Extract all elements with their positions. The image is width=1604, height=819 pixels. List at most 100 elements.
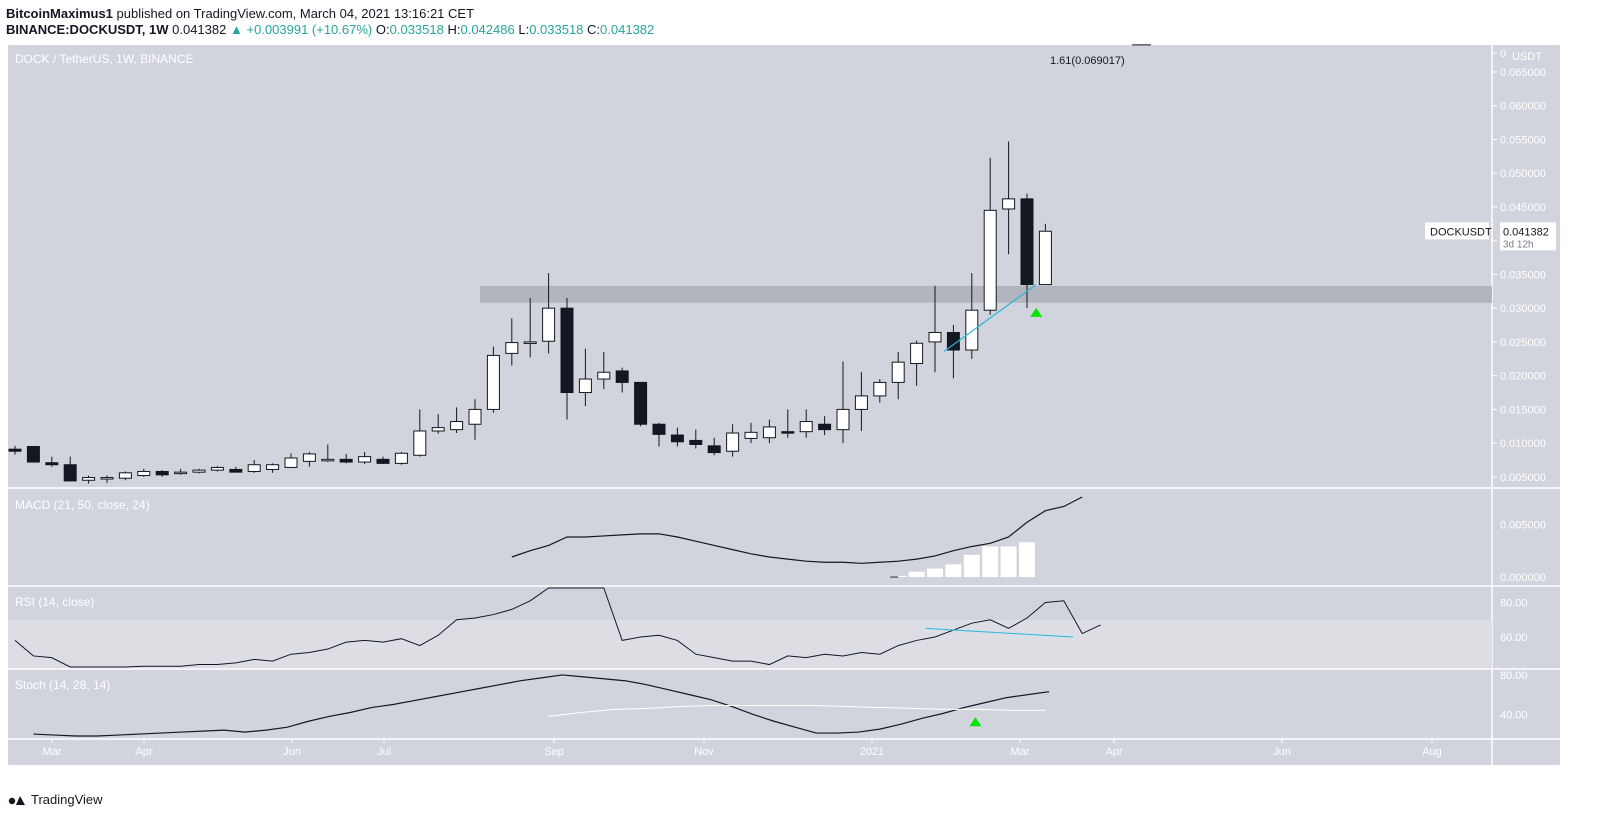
- candle: [247, 460, 261, 473]
- bull-candle-body: [266, 464, 280, 470]
- stoch-axis-label: 40.00: [1500, 709, 1528, 721]
- bear-candle-body: [1020, 198, 1034, 286]
- macd-axis-label: 0.000000: [1500, 572, 1546, 584]
- candle: [450, 407, 464, 434]
- bull-candle-body: [413, 430, 427, 456]
- bull-candle-body: [983, 209, 997, 311]
- candle: [762, 419, 776, 444]
- tradingview-brand[interactable]: TradingView: [31, 792, 103, 807]
- author-name[interactable]: BitcoinMaximus1: [6, 6, 113, 21]
- high-label: H:: [447, 22, 461, 37]
- candle: [1002, 141, 1016, 255]
- bear-candle-body: [818, 423, 832, 431]
- macd-histogram-bar: [945, 564, 962, 577]
- time-axis-label: Mar: [43, 746, 62, 758]
- candle: [578, 348, 592, 407]
- chart-canvas[interactable]: 1.61(0.069017) DOCK / TetherUS, 1W, BINAN…: [0, 42, 1604, 768]
- bull-candle-body: [321, 458, 335, 462]
- last-price-symbol: DOCKUSDT: [1430, 226, 1492, 238]
- bull-candle-body: [578, 378, 592, 394]
- bull-candle-body: [965, 309, 979, 351]
- price-axis-label: 0.015000: [1500, 404, 1546, 416]
- candle: [210, 466, 224, 472]
- time-axis-label: 2021: [860, 746, 884, 758]
- chart-title: DOCK / TetherUS, 1W, BINANCE: [15, 52, 194, 66]
- bull-candle-body: [431, 427, 445, 432]
- price-axis-label: 0.060000: [1500, 101, 1546, 113]
- price-axis-label: 0: [1500, 48, 1506, 60]
- bear-candle-body: [781, 431, 795, 434]
- fib-level-label: 1.61(0.069017): [1050, 55, 1125, 67]
- macd-line: [511, 496, 1083, 564]
- time-axis-label: Jun: [283, 746, 301, 758]
- bull-candle-body: [910, 342, 924, 365]
- candle: [468, 399, 482, 440]
- candle: [542, 273, 556, 354]
- candle: [137, 468, 151, 477]
- candle: [486, 346, 500, 413]
- candle: [376, 456, 390, 465]
- candle: [339, 453, 353, 464]
- symbol-label: BINANCE:DOCKUSDT, 1W: [6, 22, 169, 37]
- bull-candle-body: [82, 477, 96, 481]
- rsi-divergence-line: [925, 627, 1074, 638]
- bull-candle-body: [247, 464, 261, 472]
- candle: [413, 409, 427, 457]
- bull-candle-body: [726, 432, 740, 452]
- bear-candle-body: [376, 458, 390, 464]
- candle: [836, 361, 850, 444]
- bull-candle-body: [302, 453, 316, 462]
- candle: [26, 446, 40, 463]
- price-axis-label: 0.020000: [1500, 371, 1546, 383]
- close-label: C:: [587, 22, 601, 37]
- bull-candle-body: [486, 354, 500, 410]
- candle: [431, 414, 445, 434]
- last-price-symbol-box: [1425, 222, 1489, 240]
- candle: [284, 453, 298, 469]
- macd-label: MACD (21, 50, close, 24): [15, 498, 150, 512]
- stoch-axis-label: 80.00: [1500, 670, 1528, 682]
- candle: [928, 285, 942, 373]
- rsi-axis-label: 80.00: [1500, 598, 1528, 610]
- macd-histogram-bar: [963, 554, 980, 577]
- macd-histogram-bar: [927, 568, 943, 577]
- candle: [394, 451, 408, 465]
- candle: [523, 298, 537, 358]
- candle: [854, 372, 868, 431]
- price-axis-label: 0.065000: [1500, 67, 1546, 79]
- bar-countdown: 3d 12h: [1503, 239, 1534, 250]
- candle: [744, 422, 758, 444]
- macd-histogram-bar: [1000, 546, 1017, 577]
- bull-candle-body: [542, 307, 556, 342]
- last-price-value: 0.041382: [1503, 226, 1549, 238]
- bull-candle-body: [174, 471, 188, 475]
- macd-histogram-bar: [908, 571, 925, 577]
- candle: [358, 451, 372, 465]
- bull-candle-body: [891, 361, 905, 383]
- price-axis-label: 0.030000: [1500, 303, 1546, 315]
- stoch-d-line: [548, 704, 1046, 717]
- bear-candle-body: [560, 307, 574, 394]
- price-axis-label: 0.005000: [1500, 472, 1546, 484]
- bull-candle-body: [799, 421, 813, 433]
- bull-candle-body: [744, 431, 758, 439]
- bull-candle-body: [1038, 230, 1052, 286]
- bull-candle-body: [284, 457, 298, 468]
- price-axis-unit: USDT: [1512, 51, 1542, 63]
- bear-candle-body: [63, 464, 77, 482]
- bull-candle-body: [505, 342, 519, 354]
- candle: [946, 325, 960, 379]
- rsi-line: [14, 587, 1101, 668]
- last-price: 0.041382: [172, 22, 227, 37]
- stoch-k-line: [33, 674, 1050, 737]
- low-label: L:: [518, 22, 530, 37]
- candle: [1038, 223, 1052, 286]
- bear-candle-body: [45, 462, 59, 466]
- candle: [8, 445, 22, 455]
- time-axis-label: Jul: [377, 746, 391, 758]
- price-axis-label: 0.010000: [1500, 438, 1546, 450]
- bull-candle-body: [468, 408, 482, 425]
- time-axis-label: Jun: [1273, 746, 1291, 758]
- signal-up-arrow-icon: [969, 717, 982, 727]
- candle: [505, 318, 519, 366]
